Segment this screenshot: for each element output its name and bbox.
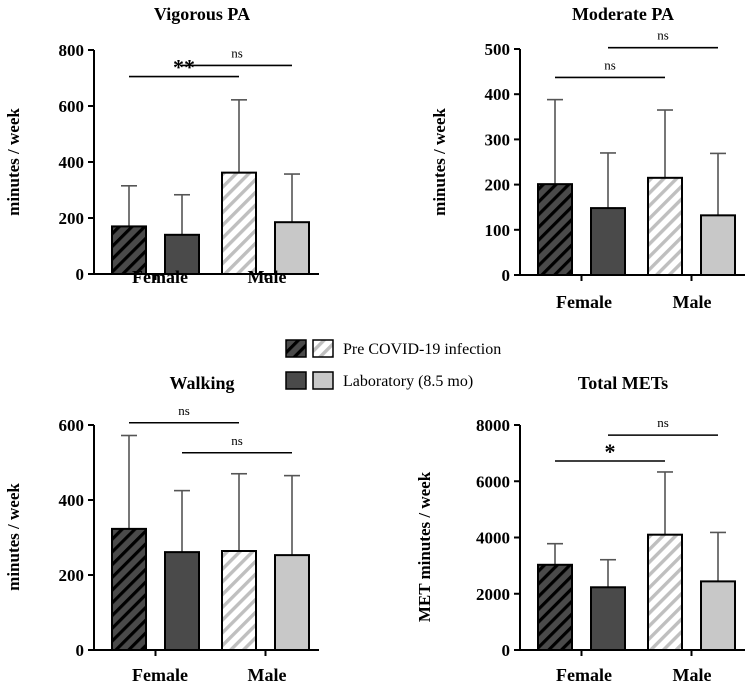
bar bbox=[111, 527, 147, 651]
y-axis-label: minutes / week bbox=[4, 483, 23, 591]
y-tick-label: 600 bbox=[59, 97, 85, 116]
plot-area: 0 200 400 600 ns ns bbox=[59, 403, 319, 660]
significance-label: ns bbox=[657, 28, 669, 43]
plot-area: 0 200 400 600 800 ** ns bbox=[59, 41, 319, 284]
bar bbox=[274, 221, 310, 275]
bar bbox=[700, 214, 736, 276]
significance-label: ns bbox=[231, 433, 243, 448]
bar bbox=[647, 176, 683, 277]
y-tick-label: 4000 bbox=[476, 529, 510, 548]
y-tick-label: 200 bbox=[59, 566, 85, 585]
legend-swatch-lab-female bbox=[285, 371, 307, 390]
y-tick-label: 500 bbox=[485, 40, 511, 59]
bar bbox=[537, 183, 573, 276]
y-tick-label: 100 bbox=[485, 221, 511, 240]
y-tick-label: 400 bbox=[59, 491, 85, 510]
y-tick-label: 6000 bbox=[476, 472, 510, 491]
legend-label-pre: Pre COVID-19 infection bbox=[343, 341, 501, 358]
legend-swatch-lab-male bbox=[312, 371, 334, 390]
bar bbox=[590, 207, 626, 277]
legend-label-lab: Laboratory (8.5 mo) bbox=[343, 373, 473, 390]
plot-area: 0 100 200 300 400 500 ns ns bbox=[485, 28, 745, 285]
category-label-male: Male bbox=[673, 292, 712, 312]
category-label-male: Male bbox=[248, 665, 287, 685]
significance-label: ns bbox=[231, 45, 243, 60]
panel-vigorous-pa: Vigorous PA minutes / week 0 200 400 600 800… bbox=[4, 4, 319, 287]
y-tick-label: 300 bbox=[485, 130, 511, 149]
y-tick-label: 600 bbox=[59, 416, 85, 435]
significance-label: ** bbox=[173, 55, 195, 80]
chart-title: Vigorous PA bbox=[154, 4, 250, 24]
y-axis-label: minutes / week bbox=[4, 108, 23, 216]
bar bbox=[221, 171, 257, 275]
legend-swatch-pre-male bbox=[312, 339, 334, 358]
bar bbox=[537, 563, 573, 651]
y-tick-label: 2000 bbox=[476, 585, 510, 604]
category-label-female: Female bbox=[556, 665, 612, 685]
significance-label: ns bbox=[178, 403, 190, 418]
category-label-female: Female bbox=[132, 267, 188, 287]
bar bbox=[590, 586, 626, 651]
panel-total-mets: Total METs MET minutes / week 0 2000 4000 6… bbox=[415, 373, 745, 685]
y-axis-label: minutes / week bbox=[430, 108, 449, 216]
bar bbox=[221, 550, 257, 651]
legend-item-pre: Pre COVID-19 infection bbox=[285, 339, 501, 358]
y-tick-label: 0 bbox=[76, 641, 85, 660]
category-label-male: Male bbox=[673, 665, 712, 685]
y-tick-label: 200 bbox=[485, 176, 511, 195]
chart-title: Total METs bbox=[578, 373, 668, 393]
bar bbox=[274, 554, 310, 651]
legend-swatch-pre-female bbox=[285, 339, 307, 358]
significance-label: * bbox=[605, 439, 616, 464]
y-tick-label: 400 bbox=[59, 153, 85, 172]
bar bbox=[700, 580, 736, 651]
category-label-female: Female bbox=[556, 292, 612, 312]
legend-item-lab: Laboratory (8.5 mo) bbox=[285, 371, 473, 390]
y-tick-label: 8000 bbox=[476, 416, 510, 435]
y-tick-label: 400 bbox=[485, 85, 511, 104]
y-tick-label: 0 bbox=[76, 265, 85, 284]
y-tick-label: 0 bbox=[502, 266, 511, 285]
category-label-female: Female bbox=[132, 665, 188, 685]
legend: Pre COVID-19 infection Laboratory (8.5 m… bbox=[285, 339, 501, 390]
bar bbox=[164, 233, 200, 276]
chart-title: Walking bbox=[169, 373, 234, 393]
significance-label: ns bbox=[657, 415, 669, 430]
bar bbox=[647, 533, 683, 651]
plot-area: 0 2000 4000 6000 8000 * ns bbox=[476, 415, 745, 660]
chart-title: Moderate PA bbox=[572, 4, 674, 24]
panel-moderate-pa: Moderate PA minutes / week 0 100 200 300 400… bbox=[430, 4, 745, 312]
bar bbox=[164, 551, 200, 651]
panel-walking: Walking minutes / week 0 200 400 600 ns ns Fe… bbox=[4, 373, 319, 685]
category-label-male: Male bbox=[248, 267, 287, 287]
y-tick-label: 800 bbox=[59, 41, 85, 60]
y-axis-label: MET minutes / week bbox=[415, 471, 434, 622]
significance-label: ns bbox=[604, 57, 616, 72]
bar bbox=[111, 225, 147, 275]
y-tick-label: 0 bbox=[502, 641, 511, 660]
y-tick-label: 200 bbox=[59, 209, 85, 228]
